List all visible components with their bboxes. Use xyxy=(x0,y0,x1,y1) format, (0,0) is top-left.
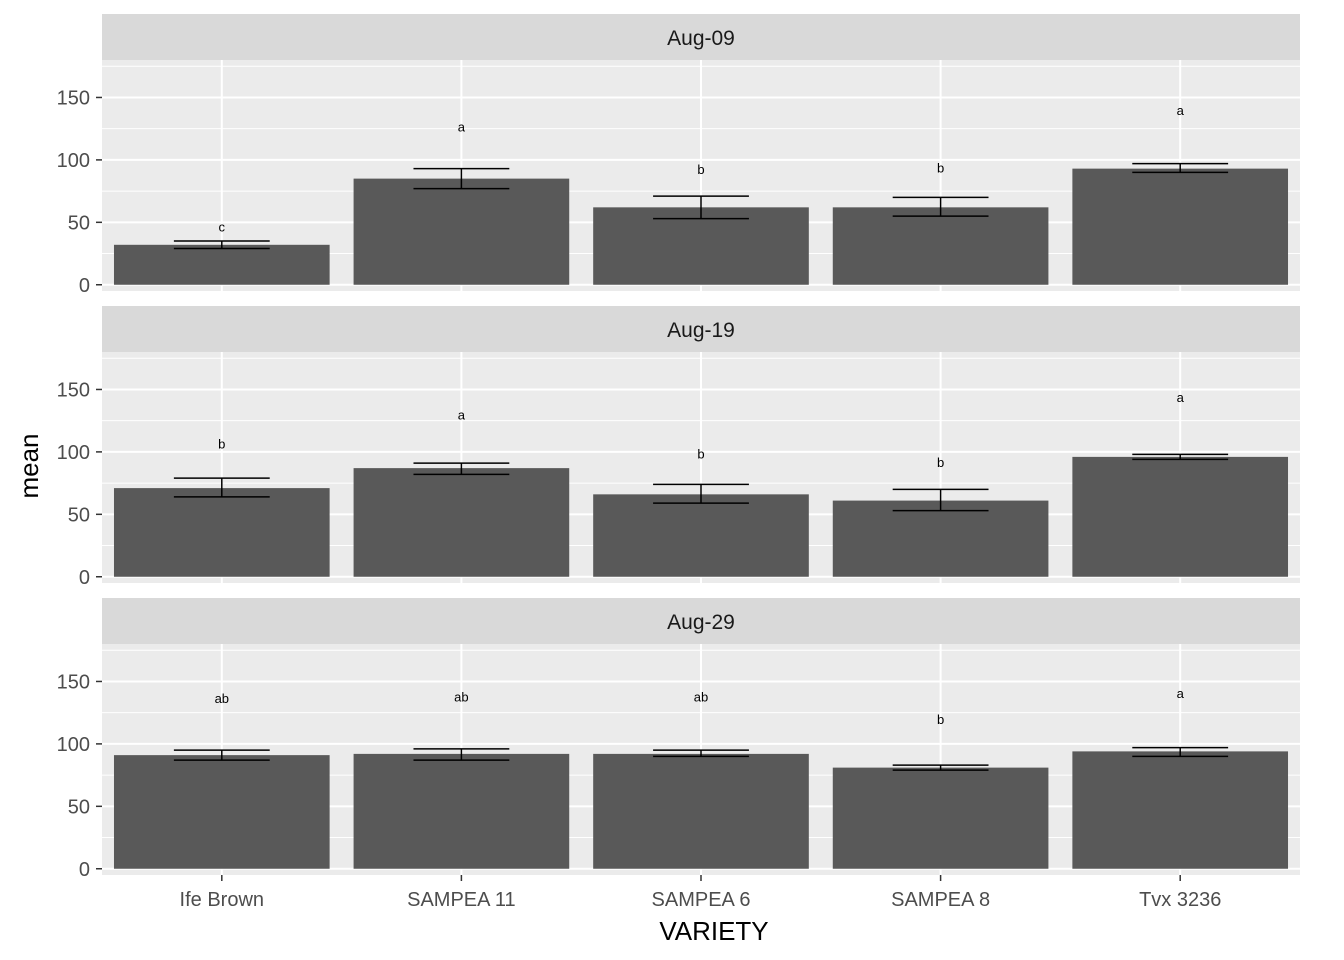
facet-strip xyxy=(102,598,1300,644)
facet-panel: Aug-29 0 50 100 150 ab ab ab b a xyxy=(57,598,1300,881)
significance-letter: a xyxy=(458,408,466,423)
bar xyxy=(832,500,1049,577)
x-tick-label: Ife Brown xyxy=(180,889,264,911)
y-tick-label: 100 xyxy=(57,150,90,172)
bar xyxy=(1072,456,1289,577)
significance-letter: a xyxy=(1177,390,1185,405)
y-tick-label: 0 xyxy=(79,859,90,881)
x-tick-label: Tvx 3236 xyxy=(1139,889,1221,911)
x-tick-label: SAMPEA 11 xyxy=(407,889,516,911)
significance-letter: a xyxy=(1177,103,1185,118)
bar xyxy=(113,488,330,577)
bar xyxy=(353,468,570,577)
bar xyxy=(353,753,570,869)
y-tick-label: 150 xyxy=(57,87,90,109)
bar xyxy=(593,207,809,285)
facet-strip-label: Aug-29 xyxy=(667,611,735,634)
significance-letter: a xyxy=(458,119,466,134)
y-tick-label: 50 xyxy=(68,504,90,526)
bar xyxy=(113,755,330,869)
y-tick-label: 150 xyxy=(57,379,90,401)
x-axis: Ife Brown SAMPEA 11 SAMPEA 6 SAMPEA 8 Tvx 32… xyxy=(180,875,1221,911)
y-tick-label: 150 xyxy=(57,671,90,693)
y-tick-label: 50 xyxy=(68,212,90,234)
y-tick-label: 50 xyxy=(68,796,90,818)
facet-strip xyxy=(102,306,1300,352)
bar xyxy=(113,244,330,285)
significance-letter: b xyxy=(937,161,944,176)
significance-letter: c xyxy=(219,219,226,234)
significance-letter: a xyxy=(1177,686,1185,701)
bar xyxy=(593,753,809,869)
y-tick-label: 0 xyxy=(79,567,90,589)
y-tick-label: 100 xyxy=(57,442,90,464)
x-tick-label: SAMPEA 8 xyxy=(891,889,990,911)
significance-letter: ab xyxy=(215,691,229,706)
facet-strip-label: Aug-09 xyxy=(667,27,735,50)
x-tick-label: SAMPEA 6 xyxy=(652,889,751,911)
bar xyxy=(593,494,809,577)
facet-panel: Aug-19 0 50 100 150 b a b b a xyxy=(57,306,1300,589)
significance-letter: ab xyxy=(454,690,468,705)
bar xyxy=(1072,168,1289,285)
significance-letter: b xyxy=(697,446,704,461)
bar xyxy=(1072,751,1289,869)
significance-letter: b xyxy=(218,436,225,451)
facet-strip xyxy=(102,14,1300,60)
y-tick-label: 100 xyxy=(57,734,90,756)
bar xyxy=(353,178,570,285)
significance-letter: ab xyxy=(694,690,708,705)
significance-letter: b xyxy=(697,162,704,177)
bar xyxy=(832,767,1049,869)
bar xyxy=(832,207,1049,285)
x-axis-title: VARIETY xyxy=(659,916,768,946)
y-tick-label: 0 xyxy=(79,275,90,297)
significance-letter: b xyxy=(937,455,944,470)
facet-panel: Aug-09 0 50 100 150 c a b b a xyxy=(57,14,1300,297)
facet-strip-label: Aug-19 xyxy=(667,319,735,342)
significance-letter: b xyxy=(937,712,944,727)
y-axis-title: mean xyxy=(14,433,44,498)
